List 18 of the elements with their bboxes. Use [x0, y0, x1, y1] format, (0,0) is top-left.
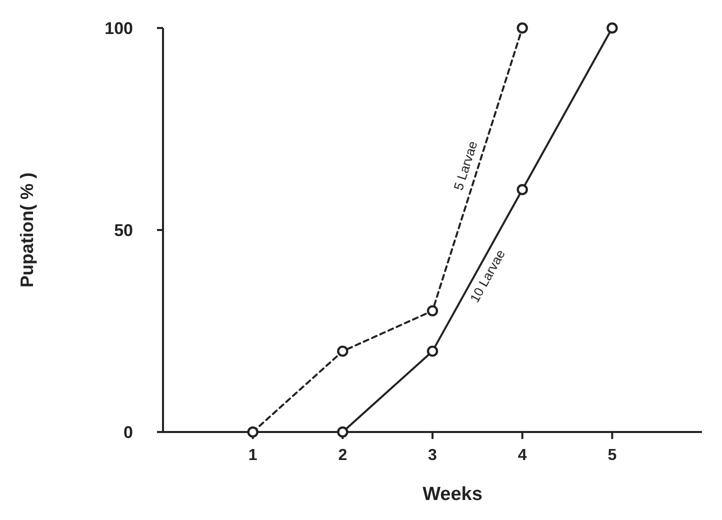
- y-axis-title: Pupation( % ): [17, 172, 37, 288]
- x-tick-label: 3: [428, 447, 438, 464]
- point: [516, 22, 528, 34]
- y-tick-label: 0: [124, 422, 133, 442]
- point: [426, 305, 438, 316]
- x-tick-label: 1: [248, 447, 258, 464]
- point: [606, 22, 618, 34]
- y-tick-label: 100: [104, 18, 133, 38]
- point: [516, 184, 528, 196]
- x-tick-label: 2: [338, 447, 348, 464]
- point: [337, 346, 348, 357]
- y-tick-label: 50: [114, 220, 133, 240]
- text: 5 Larvae: [450, 139, 480, 192]
- x-axis-title: Weeks: [422, 484, 482, 505]
- x-tick-label: 4: [518, 447, 527, 464]
- point: [247, 426, 258, 438]
- point: [426, 346, 438, 357]
- x-tick-label: 5: [608, 447, 617, 464]
